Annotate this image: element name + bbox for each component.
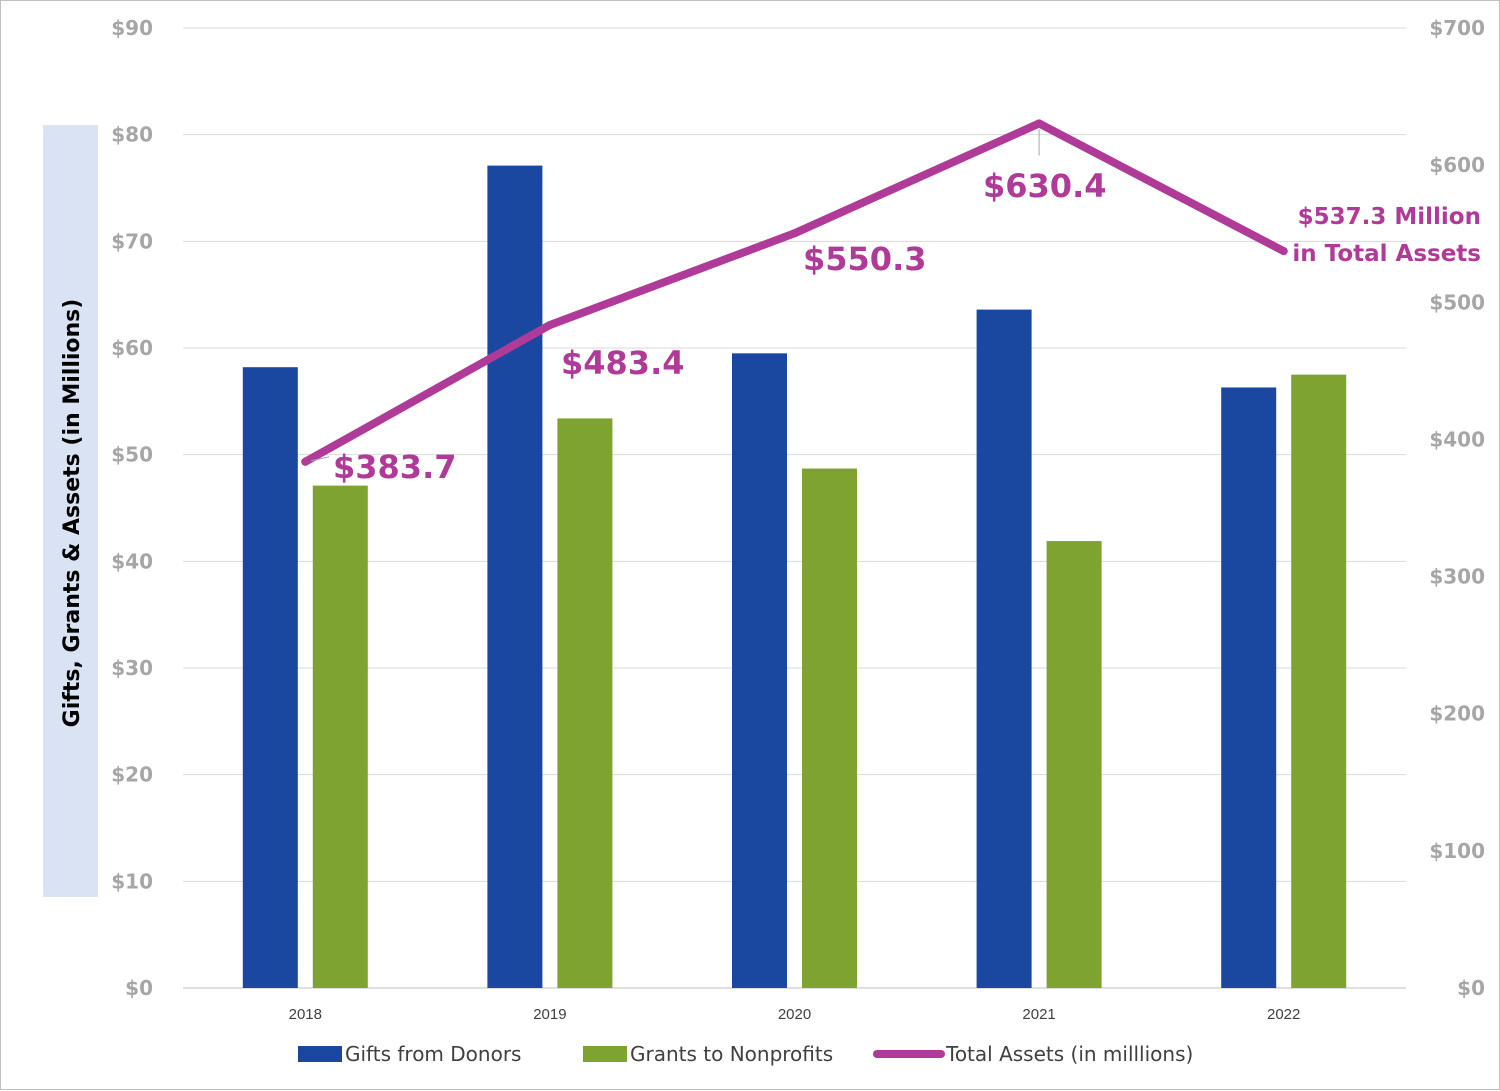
left-tick-label: $50 (111, 443, 153, 467)
right-tick-label: $600 (1429, 153, 1485, 177)
assets-point (790, 229, 799, 238)
right-tick-label: $200 (1429, 702, 1485, 726)
right-tick-label: $400 (1429, 427, 1485, 451)
right-tick-label: $0 (1457, 976, 1485, 1000)
right-tick-label: $100 (1429, 839, 1485, 863)
bar-grants-to-nonprofits (557, 418, 613, 988)
assets-point (545, 321, 554, 330)
left-tick-label: $60 (111, 336, 153, 360)
left-tick-label: $70 (111, 229, 153, 253)
x-tick-label: 2019 (533, 1006, 566, 1023)
x-tick-label: 2020 (778, 1006, 811, 1023)
assets-data-label: $537.3 Million (1298, 204, 1481, 230)
left-tick-label: $20 (111, 763, 153, 787)
assets-data-label: $630.4 (983, 167, 1106, 205)
assets-data-label: $550.3 (803, 240, 926, 278)
legend: Gifts from Donors Grants to Nonprofits Tot… (298, 1042, 1193, 1066)
left-tick-label: $10 (111, 869, 153, 893)
left-tick-label: $30 (111, 656, 153, 680)
bar-gifts-from-donors (1221, 387, 1277, 988)
right-tick-label: $500 (1429, 290, 1485, 314)
right-tick-label: $700 (1429, 16, 1485, 40)
assets-data-label: in Total Assets (1292, 241, 1481, 267)
legend-swatch (298, 1046, 342, 1062)
bar-gifts-from-donors (732, 353, 787, 988)
right-axis-ticks: $0 $100 $200 $300 $400 $500 $600 $700 (1429, 16, 1485, 1000)
x-axis-ticks: 2018 2019 2020 2021 2022 (289, 1006, 1301, 1023)
assets-data-label: $383.7 (333, 448, 456, 486)
assets-data-label: $483.4 (561, 344, 684, 382)
x-tick-label: 2021 (1022, 1006, 1055, 1023)
left-tick-label: $80 (111, 123, 153, 147)
legend-swatch (583, 1046, 627, 1062)
x-tick-label: 2022 (1267, 1006, 1300, 1023)
annotation-leader (311, 456, 330, 462)
assets-line (301, 119, 1288, 466)
legend-label: Gifts from Donors (345, 1042, 521, 1066)
bar-gifts-from-donors (487, 165, 543, 989)
left-tick-label: $0 (125, 976, 153, 1000)
assets-line-group: $383.7 $483.4 $550.3 $630.4 $537.3 Million in… (301, 119, 1481, 486)
bar-gifts-from-donors (976, 309, 1032, 989)
bars (242, 165, 1347, 989)
bar-gifts-from-donors (242, 367, 298, 988)
bar-grants-to-nonprofits (1046, 541, 1102, 988)
ylabel-background (43, 125, 98, 897)
bar-grants-to-nonprofits (1291, 374, 1347, 989)
y-axis-label: Gifts, Grants & Assets (in Millions) (60, 299, 85, 728)
left-tick-label: $40 (111, 549, 153, 573)
left-axis-ticks: $0 $10 $20 $30 $40 $50 $60 $70 $80 $90 (111, 16, 153, 1000)
assets-point (1035, 119, 1044, 128)
legend-label: Grants to Nonprofits (630, 1042, 833, 1066)
bar-grants-to-nonprofits (312, 485, 368, 988)
gridlines (183, 27, 1406, 989)
left-tick-label: $90 (111, 16, 153, 40)
x-tick-label: 2018 (289, 1006, 322, 1023)
legend-label: Total Assets (in milllions) (945, 1042, 1193, 1066)
right-tick-label: $300 (1429, 565, 1485, 589)
bar-grants-to-nonprofits (802, 468, 857, 988)
assets-point (301, 457, 310, 466)
assets-point (1279, 247, 1288, 256)
